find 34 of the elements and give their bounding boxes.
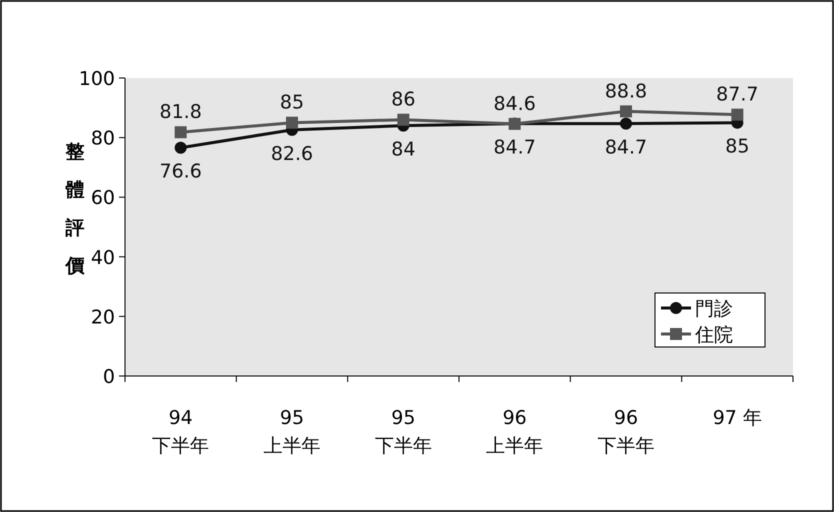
x-tick-label: 97 年 bbox=[712, 407, 762, 429]
data-label: 84 bbox=[391, 138, 416, 161]
x-tick-label: 95 下半年 bbox=[374, 407, 432, 457]
point bbox=[286, 116, 298, 129]
data-label: 88.8 bbox=[604, 80, 648, 102]
data-label: 82.6 bbox=[270, 142, 314, 165]
legend-label: 門診 bbox=[695, 298, 733, 320]
legend-label: 住院 bbox=[694, 324, 733, 346]
y-tick-label: 80 bbox=[90, 128, 115, 150]
data-label: 87.7 bbox=[716, 84, 758, 106]
point bbox=[174, 142, 187, 154]
y-tick-label: 100 bbox=[78, 68, 115, 90]
point bbox=[397, 114, 410, 126]
data-label: 84.7 bbox=[494, 136, 536, 159]
x-tick-label: 94 下半年 bbox=[152, 407, 210, 457]
data-label: 81.8 bbox=[160, 101, 202, 124]
data-label: 84.6 bbox=[494, 92, 536, 115]
y-tick-label: 0 bbox=[102, 366, 115, 388]
data-label: 86 bbox=[391, 88, 416, 111]
y-tick-label: 40 bbox=[90, 246, 115, 269]
y-tick-label: 20 bbox=[90, 306, 115, 328]
data-label: 85 bbox=[725, 136, 750, 158]
point bbox=[620, 118, 632, 130]
y-axis-title: 整體評價 bbox=[64, 141, 86, 277]
point bbox=[174, 126, 187, 138]
x-tick-label: 96 上半年 bbox=[486, 407, 544, 457]
point bbox=[620, 105, 632, 118]
data-label: 84.7 bbox=[604, 136, 648, 159]
y-tick-label: 60 bbox=[90, 187, 115, 210]
data-label: 85 bbox=[280, 92, 304, 114]
point bbox=[731, 108, 744, 121]
x-tick-label: 95 上半年 bbox=[264, 407, 320, 457]
data-label: 76.6 bbox=[160, 160, 202, 183]
x-tick-label: 96 下半年 bbox=[598, 407, 654, 457]
